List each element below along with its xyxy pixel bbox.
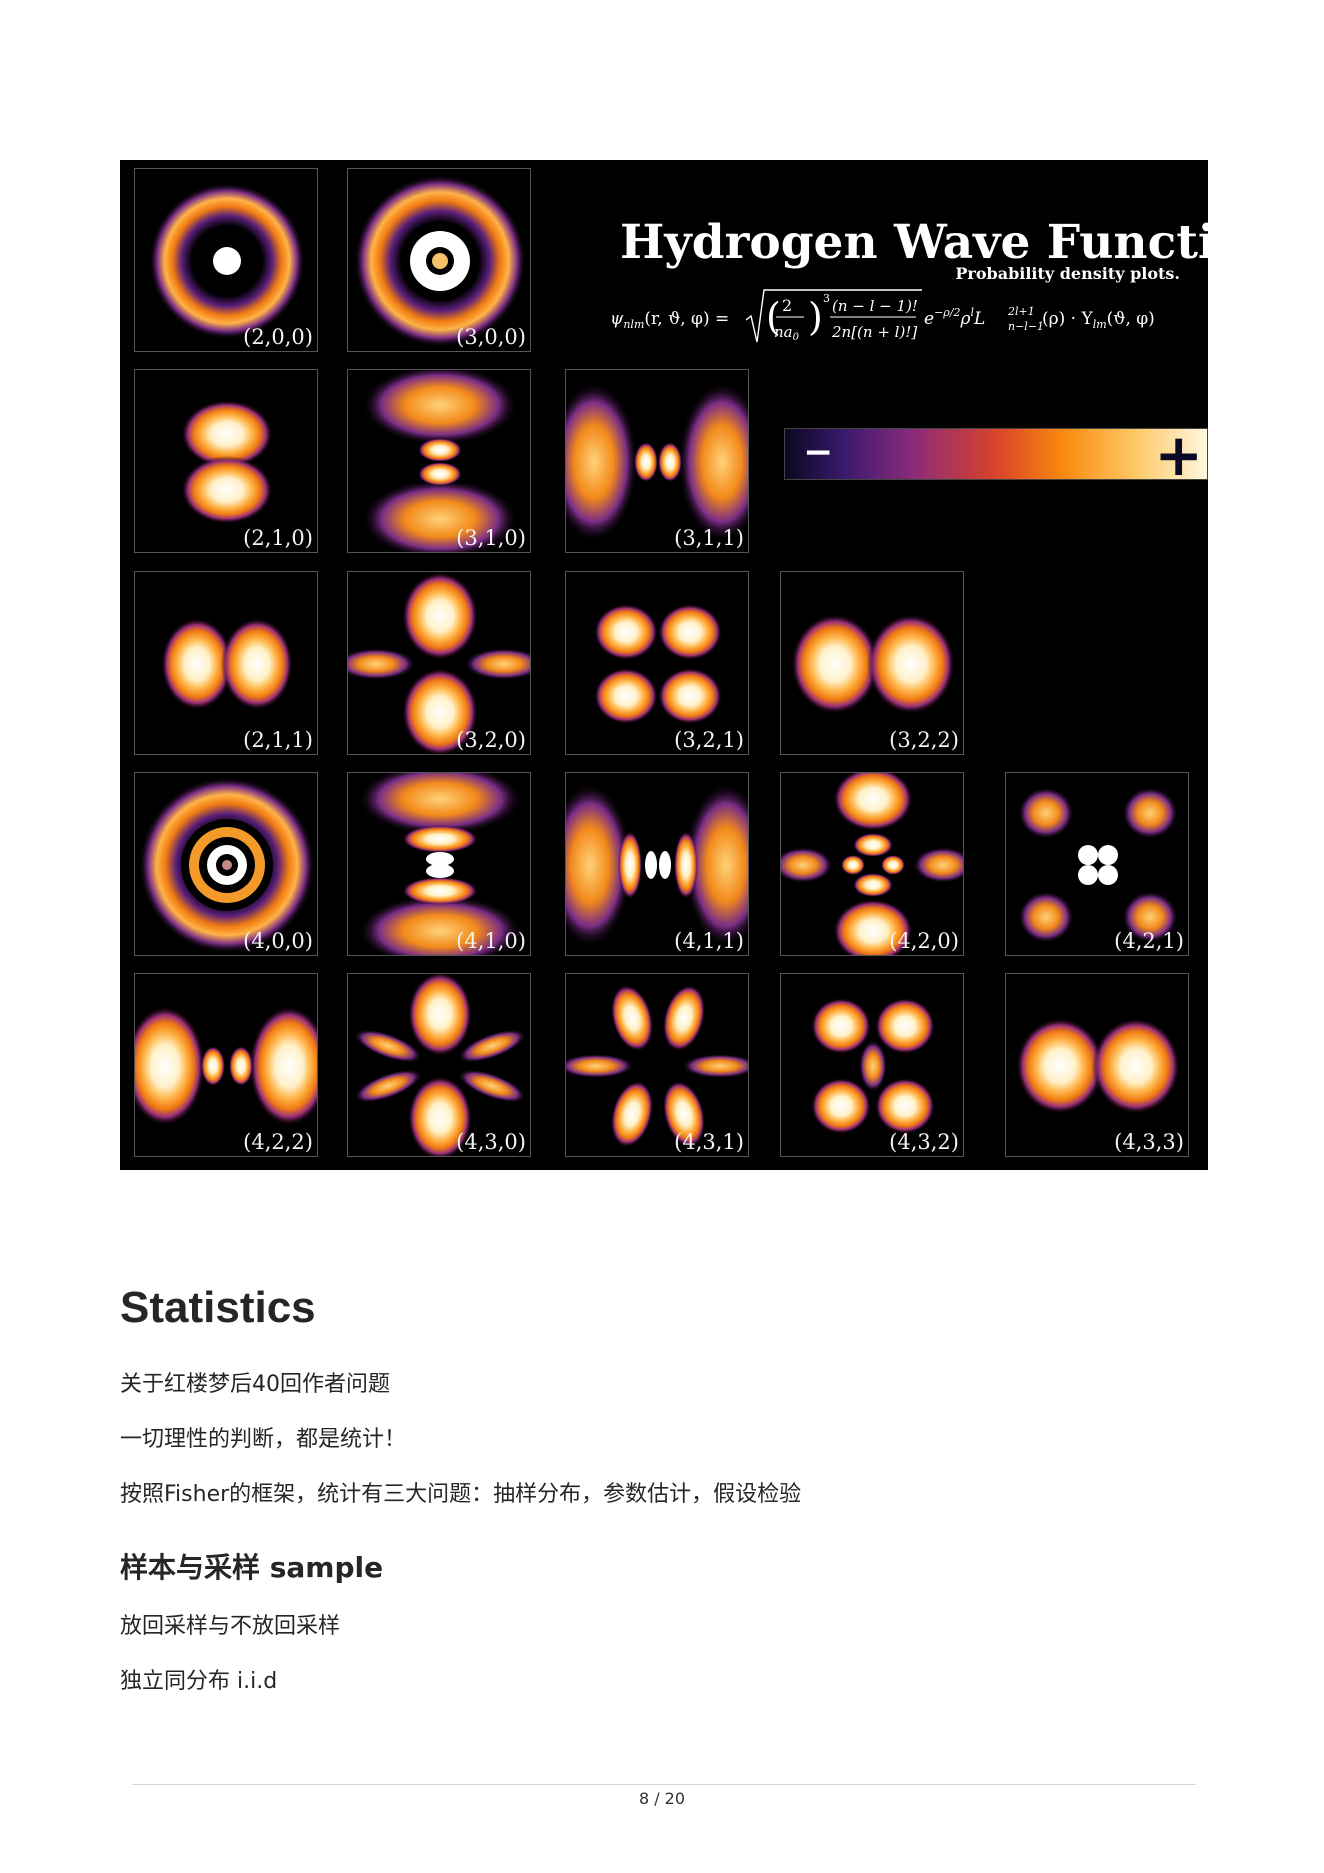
orbital-plot bbox=[1018, 787, 1178, 943]
orbital-plot bbox=[135, 1006, 317, 1126]
orbital-label: (4,3,1) bbox=[674, 1130, 744, 1154]
svg-text:n−l−1: n−l−1 bbox=[1008, 320, 1044, 333]
orbital-tile-2-1-0: (2,1,0) bbox=[134, 369, 318, 553]
orbital-tile-3-2-1: (3,2,1) bbox=[565, 571, 749, 755]
orbital-plot bbox=[811, 998, 935, 1134]
hydrogen-wave-function-figure: Hydrogen Wave Function Probability densi… bbox=[120, 160, 1208, 1170]
orbital-tile-4-3-1: (4,3,1) bbox=[565, 973, 749, 1157]
orbital-plot bbox=[358, 773, 522, 955]
orbital-plot bbox=[362, 370, 518, 552]
orbital-tile-4-3-0: (4,3,0) bbox=[347, 973, 531, 1157]
orbital-tile-2-1-1: (2,1,1) bbox=[134, 571, 318, 755]
orbital-label: (4,2,1) bbox=[1114, 929, 1184, 953]
svg-text:2: 2 bbox=[782, 296, 792, 315]
orbital-plot bbox=[348, 572, 530, 754]
orbital-plot bbox=[161, 618, 293, 710]
svg-text:3: 3 bbox=[823, 292, 830, 305]
orbital-tile-2-0-0: (2,0,0) bbox=[134, 168, 318, 352]
subsection-heading-sample: 样本与采样 sample bbox=[120, 1551, 384, 1584]
orbital-label: (4,3,2) bbox=[889, 1130, 959, 1154]
orbital-plot bbox=[1016, 1018, 1180, 1114]
svg-text:(n − l − 1)!: (n − l − 1)! bbox=[832, 297, 918, 315]
orbital-plot bbox=[566, 783, 748, 947]
figure-title: Hydrogen Wave Function bbox=[620, 215, 1208, 270]
paragraph: 放回采样与不放回采样 bbox=[120, 1614, 341, 1639]
orbital-plot bbox=[594, 604, 722, 724]
svg-text:na0: na0 bbox=[774, 323, 800, 343]
orbital-label: (4,2,2) bbox=[243, 1130, 313, 1154]
orbital-label: (3,2,1) bbox=[674, 728, 744, 752]
orbital-tile-4-1-0: (4,1,0) bbox=[347, 772, 531, 956]
orbital-tile-3-0-0: (3,0,0) bbox=[347, 168, 531, 352]
svg-text:2l+1: 2l+1 bbox=[1007, 305, 1035, 318]
orbital-label: (3,0,0) bbox=[456, 325, 526, 349]
orbital-plot bbox=[149, 183, 305, 339]
orbital-label: (3,2,2) bbox=[889, 728, 959, 752]
orbital-label: (2,0,0) bbox=[243, 325, 313, 349]
orbital-tile-4-0-0: (4,0,0) bbox=[134, 772, 318, 956]
paragraph: 独立同分布 i.i.d bbox=[120, 1669, 278, 1694]
svg-text:(ρ) · Ylm(ϑ, φ): (ρ) · Ylm(ϑ, φ) bbox=[1042, 309, 1155, 331]
orbital-tile-3-1-1: (3,1,1) bbox=[565, 369, 749, 553]
orbital-tile-3-2-0: (3,2,0) bbox=[347, 571, 531, 755]
orbital-tile-4-2-2: (4,2,2) bbox=[134, 973, 318, 1157]
orbital-label: (3,1,0) bbox=[456, 526, 526, 550]
orbital-plot bbox=[566, 984, 748, 1148]
orbital-label: (4,2,0) bbox=[889, 929, 959, 953]
paragraph: 按照Fisher的框架，统计有三大问题：抽样分布，参数估计，假设检验 bbox=[120, 1482, 802, 1507]
colorbar-minus-label: − bbox=[803, 432, 834, 473]
orbital-label: (4,0,0) bbox=[243, 929, 313, 953]
svg-text:2n[(n + l)!]: 2n[(n + l)!] bbox=[831, 323, 917, 341]
orbital-plot bbox=[353, 974, 527, 1156]
orbital-plot bbox=[181, 400, 273, 524]
orbital-plot bbox=[791, 614, 955, 714]
orbital-label: (4,1,1) bbox=[674, 929, 744, 953]
orbital-tile-3-2-2: (3,2,2) bbox=[780, 571, 964, 755]
orbital-tile-4-3-2: (4,3,2) bbox=[780, 973, 964, 1157]
section-heading-statistics: Statistics bbox=[120, 1283, 316, 1332]
orbital-label: (4,3,0) bbox=[456, 1130, 526, 1154]
orbital-label: (2,1,1) bbox=[243, 728, 313, 752]
orbital-label: (4,1,0) bbox=[456, 929, 526, 953]
orbital-label: (3,2,0) bbox=[456, 728, 526, 752]
orbital-label: (3,1,1) bbox=[674, 526, 744, 550]
orbital-plot bbox=[566, 382, 748, 542]
probability-colorbar: − + bbox=[784, 426, 1208, 484]
svg-text:(: ( bbox=[766, 295, 781, 339]
orbital-plot bbox=[139, 777, 315, 953]
orbital-tile-4-2-0: (4,2,0) bbox=[780, 772, 964, 956]
wave-function-formula: ψnlm(r, ϑ, φ) = ( 2 na0 ) 3 (n − l − 1)!… bbox=[610, 289, 1155, 343]
orbital-plot bbox=[781, 773, 963, 955]
paragraph: 一切理性的判断，都是统计！ bbox=[120, 1427, 407, 1452]
svg-text:): ) bbox=[808, 295, 823, 339]
page-number: 8 / 20 bbox=[638, 1789, 686, 1808]
footer-divider bbox=[132, 1784, 1196, 1785]
orbital-label: (4,3,3) bbox=[1114, 1130, 1184, 1154]
figure-subtitle: Probability density plots. bbox=[955, 264, 1180, 283]
paragraph: 关于红楼梦后40回作者问题 bbox=[120, 1372, 390, 1397]
orbital-tile-4-1-1: (4,1,1) bbox=[565, 772, 749, 956]
svg-text:e−ρ/2ρlL: e−ρ/2ρlL bbox=[924, 306, 985, 329]
orbital-tile-4-3-3: (4,3,3) bbox=[1005, 973, 1189, 1157]
orbital-plot bbox=[354, 175, 526, 347]
colorbar-plus-label: + bbox=[1154, 421, 1203, 489]
orbital-tile-3-1-0: (3,1,0) bbox=[347, 369, 531, 553]
svg-text:ψnlm(r, ϑ, φ) =: ψnlm(r, ϑ, φ) = bbox=[610, 309, 729, 331]
orbital-label: (2,1,0) bbox=[243, 526, 313, 550]
orbital-tile-4-2-1: (4,2,1) bbox=[1005, 772, 1189, 956]
